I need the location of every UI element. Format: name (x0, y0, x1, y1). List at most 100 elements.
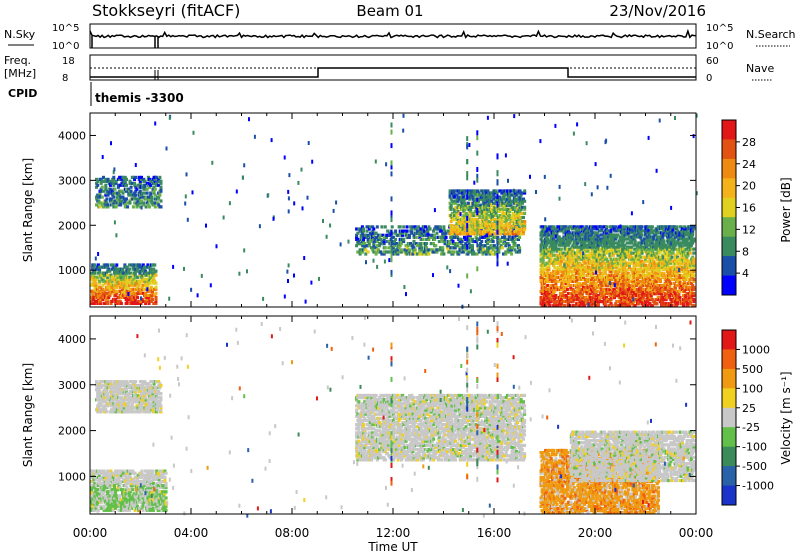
scatter-cell (552, 249, 556, 253)
scatter-cell (545, 261, 549, 265)
scatter-cell (152, 277, 156, 281)
scatter-cell (478, 211, 482, 215)
scatter-cell (607, 292, 611, 296)
scatter-cell (576, 263, 580, 267)
scatter-cell (115, 195, 119, 199)
scatter-cell (481, 226, 485, 230)
scatter-cell (461, 232, 465, 236)
scatter-cell (559, 239, 562, 243)
scatter-cell (573, 304, 577, 308)
scatter-cell (647, 229, 651, 233)
scatter-cell (471, 246, 474, 250)
scatter-cell (634, 263, 638, 267)
scatter-cell (484, 222, 488, 226)
scatter-cell (114, 297, 118, 301)
scatter-cell (405, 225, 409, 229)
scatter-cell (633, 243, 637, 247)
scatter-cell (557, 298, 561, 302)
scatter-cell (539, 267, 543, 271)
scatter-cell (541, 300, 545, 304)
scatter-cell (662, 239, 666, 243)
scatter-cell (154, 273, 158, 277)
scatter-cell (114, 181, 118, 185)
scatter-cell (572, 273, 576, 277)
scatter-cell (606, 261, 610, 265)
scatter-cell (655, 265, 659, 269)
scatter-cell (480, 217, 484, 222)
scatter-cell (98, 195, 102, 199)
scatter-cell (508, 230, 512, 234)
scatter-cell (451, 252, 455, 256)
scatter-cell (488, 252, 492, 256)
scatter-cell (359, 235, 363, 239)
scatter-cell (575, 237, 579, 241)
scatter-cell (106, 293, 110, 297)
scatter-cell (586, 243, 590, 247)
scatter-cell (577, 296, 581, 300)
scatter-cell (550, 259, 554, 263)
scatter-cell (505, 209, 509, 213)
scatter-cell (565, 261, 569, 265)
scatter-cell (623, 287, 627, 292)
scatter-cell (660, 239, 664, 243)
scatter-cell (427, 233, 431, 237)
scatter-cell (548, 245, 552, 249)
scatter-cell (523, 228, 527, 232)
scatter-cell (652, 243, 656, 247)
scatter-cell (391, 235, 395, 239)
scatter-cell (464, 244, 468, 248)
scatter-cell (394, 229, 398, 233)
scatter-cell (108, 293, 112, 297)
scatter-cell (424, 225, 427, 229)
scatter-cell (448, 189, 452, 193)
scatter-cell (470, 224, 474, 228)
scatter-cell (124, 283, 128, 287)
scatter-cell (484, 226, 488, 230)
scatter-cell (471, 203, 475, 207)
scatter-cell (626, 237, 630, 241)
scatter-cell (561, 283, 565, 288)
scatter-cell (618, 302, 622, 306)
scatter-cell (134, 189, 138, 193)
scatter-cell (518, 250, 522, 254)
scatter-cell (565, 233, 569, 237)
scatter-cell (468, 235, 472, 239)
scatter-cell (372, 233, 376, 237)
scatter-cell (477, 191, 481, 195)
scatter-cell (497, 209, 501, 213)
scatter-cell (580, 225, 584, 229)
scatter-cell (654, 267, 658, 271)
scatter-cell (493, 195, 497, 199)
scatter-cell (492, 244, 496, 248)
scatter-cell (100, 203, 104, 207)
scatter-cell (575, 289, 579, 294)
scatter-cell (464, 246, 468, 250)
scatter-cell (606, 283, 610, 288)
scatter-cell (467, 242, 471, 246)
scatter-cell (614, 279, 618, 283)
scatter-cell (136, 183, 140, 187)
scatter-cell (411, 252, 415, 256)
scatter-cell (438, 246, 442, 250)
scatter-cell (511, 211, 515, 215)
scatter-cell (126, 269, 130, 273)
scatter-cell (371, 225, 375, 229)
scatter-cell (578, 235, 582, 239)
scatter-cell (467, 239, 471, 244)
scatter-cell (94, 293, 98, 297)
scatter-cell (479, 246, 483, 250)
scatter-cell (615, 304, 619, 308)
scatter-cell (611, 265, 615, 269)
scatter-cell (123, 281, 127, 285)
scatter-cell (418, 248, 422, 252)
scatter-cell (628, 263, 631, 267)
scatter-cell (153, 179, 157, 183)
scatter-cell (405, 248, 409, 252)
scatter-cell (571, 300, 575, 304)
scatter-cell (488, 197, 492, 201)
scatter-cell (593, 251, 597, 255)
scatter-cell (513, 248, 517, 252)
scatter-cell (99, 299, 103, 303)
scatter-cell (656, 249, 660, 253)
scatter-cell (540, 287, 544, 292)
